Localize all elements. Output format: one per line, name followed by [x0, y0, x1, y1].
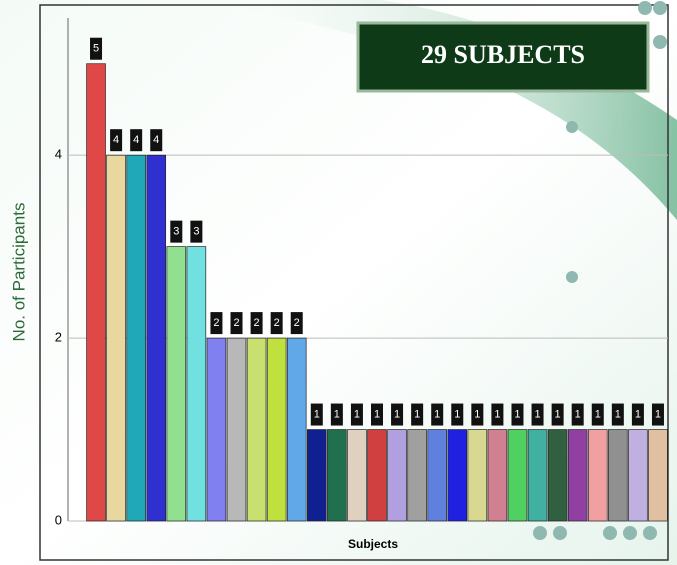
value-label-box: [270, 312, 283, 335]
value-label-box: [571, 403, 584, 426]
value-label-box: [110, 129, 123, 152]
value-label: 1: [334, 408, 340, 420]
value-label: 1: [394, 408, 400, 420]
bar: [427, 429, 447, 522]
value-label: 1: [615, 408, 621, 420]
bar: [327, 429, 347, 522]
bar: [467, 429, 488, 522]
bar: [106, 154, 126, 522]
value-label: 1: [454, 408, 460, 420]
value-label-box: [471, 403, 484, 426]
bar: [126, 154, 146, 522]
bar: [648, 429, 668, 522]
value-label-box: [491, 403, 504, 426]
value-label: 1: [514, 408, 520, 420]
value-label: 4: [133, 134, 139, 146]
value-label-box: [631, 403, 644, 426]
bar: [447, 429, 468, 522]
bar: [186, 246, 207, 522]
value-label-box: [451, 403, 464, 426]
value-label-box: [190, 220, 203, 243]
value-label-box: [611, 403, 624, 426]
bar: [286, 337, 307, 522]
bar: [146, 154, 167, 522]
value-label: 1: [414, 408, 420, 420]
value-label: 1: [555, 408, 561, 420]
bar: [487, 429, 508, 522]
value-label-box: [350, 403, 363, 426]
value-label: 1: [354, 408, 360, 420]
decor-dots: [533, 1, 667, 540]
value-label: 1: [374, 408, 380, 420]
value-label: 1: [314, 408, 320, 420]
bar: [86, 63, 106, 522]
value-label-box: [371, 403, 383, 426]
value-label-box: [431, 403, 444, 426]
bar: [367, 429, 387, 522]
bar: [567, 429, 588, 522]
value-label: 4: [153, 134, 159, 146]
bar: [307, 429, 327, 522]
bar: [608, 429, 628, 522]
value-label-box: [591, 403, 604, 426]
value-label-box: [250, 312, 263, 335]
value-label: 2: [274, 317, 280, 329]
value-label: 1: [474, 408, 480, 420]
y-axis-label: No. of Participants: [9, 203, 28, 342]
value-label: 3: [193, 226, 199, 238]
value-label: 2: [233, 317, 239, 329]
bar: [387, 429, 407, 522]
value-label: 5: [93, 43, 99, 55]
value-label: 2: [254, 317, 260, 329]
value-label-box: [651, 403, 664, 426]
value-label-box: [130, 129, 143, 152]
bar: [587, 429, 608, 522]
value-label: 3: [173, 226, 179, 238]
value-label: 1: [595, 408, 601, 420]
value-label: 1: [575, 408, 581, 420]
value-label-box: [411, 403, 424, 426]
chart-title: 29 SUBJECTS: [421, 40, 585, 69]
value-label-box: [330, 403, 343, 426]
y-tick-label: 2: [55, 330, 62, 345]
y-tick-label: 4: [55, 147, 62, 162]
value-label-box: [170, 220, 183, 243]
bar: [547, 429, 568, 522]
bar: [226, 337, 247, 522]
value-label-box: [150, 129, 163, 152]
value-label-box: [230, 312, 243, 335]
title-box: [356, 21, 650, 93]
x-axis-label: Subjects: [348, 537, 398, 551]
bar: [246, 337, 267, 522]
value-label-box: [531, 403, 544, 426]
value-label: 1: [494, 408, 500, 420]
value-label: 2: [213, 317, 219, 329]
value-label-box: [290, 312, 303, 335]
value-label-box: [391, 403, 404, 426]
value-label: 2: [294, 317, 300, 329]
value-label: 1: [655, 408, 661, 420]
bar: [507, 429, 528, 522]
value-label-box: [90, 37, 103, 60]
bar: [347, 429, 367, 522]
value-label: 1: [635, 408, 641, 420]
value-label-box: [310, 403, 323, 426]
value-label-box: [551, 403, 564, 426]
y-tick-label: 0: [55, 512, 62, 527]
value-label-box: [511, 403, 524, 426]
value-label: 1: [434, 408, 440, 420]
bar: [206, 337, 227, 522]
value-label-box: [210, 312, 223, 335]
bar: [266, 337, 287, 522]
value-label: 4: [113, 134, 119, 146]
bar: [628, 429, 648, 522]
bar: [166, 246, 187, 522]
frame: [39, 4, 669, 561]
bar: [407, 429, 427, 522]
value-label: 1: [534, 408, 540, 420]
bar: [527, 429, 548, 522]
